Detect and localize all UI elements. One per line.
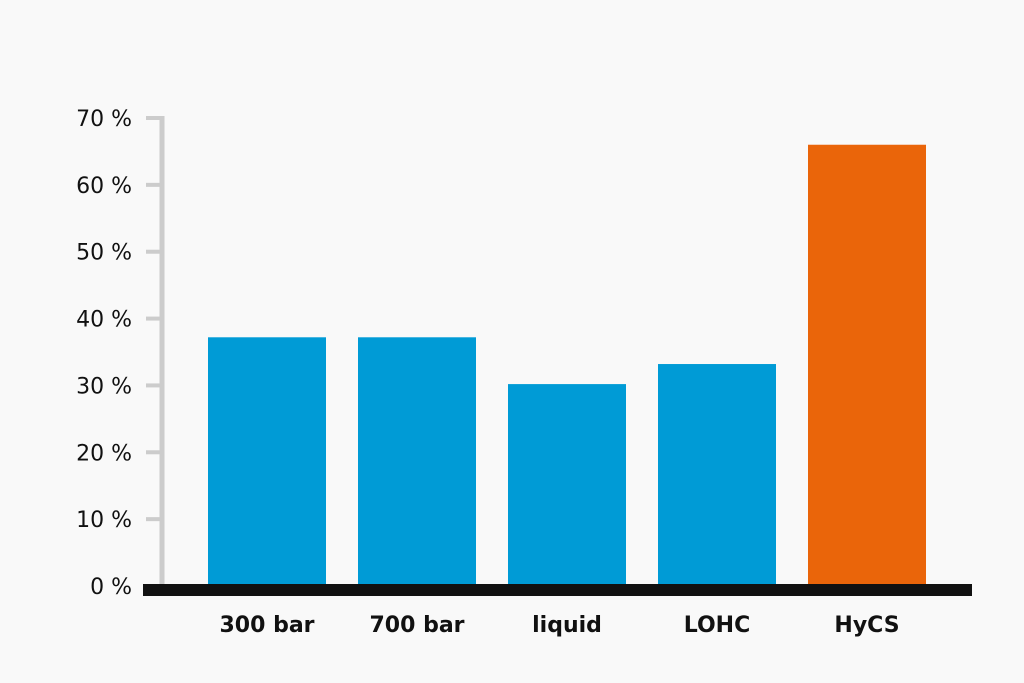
bars	[208, 144, 926, 586]
bar-hycs	[808, 144, 926, 586]
y-tick-label: 40 %	[76, 308, 132, 333]
bar-liquid	[508, 384, 626, 586]
y-tick-label: 20 %	[76, 441, 132, 466]
bar-700-bar	[358, 337, 476, 586]
bar-lohc	[658, 364, 776, 586]
x-tick-label: liquid	[532, 613, 602, 638]
y-axis: 0 % 10 % 20 % 30 % 40 % 50 % 60 % 70 %	[76, 107, 165, 600]
x-tick-label: LOHC	[684, 613, 751, 638]
x-tick-label: 700 bar	[369, 613, 464, 638]
bar-300-bar	[208, 337, 326, 586]
y-tick-label: 10 %	[76, 508, 132, 533]
x-axis-baseline	[143, 584, 972, 596]
x-axis	[143, 584, 972, 596]
x-tick-label: HyCS	[834, 613, 899, 638]
x-axis-labels: 300 bar 700 bar liquid LOHC HyCS	[219, 613, 899, 638]
y-tick-label: 60 %	[76, 174, 132, 199]
x-tick-label: 300 bar	[219, 613, 314, 638]
y-tick-label: 0 %	[90, 575, 132, 600]
y-tick-label: 30 %	[76, 374, 132, 399]
y-tick-label: 70 %	[76, 107, 132, 132]
y-tick-label: 50 %	[76, 241, 132, 266]
